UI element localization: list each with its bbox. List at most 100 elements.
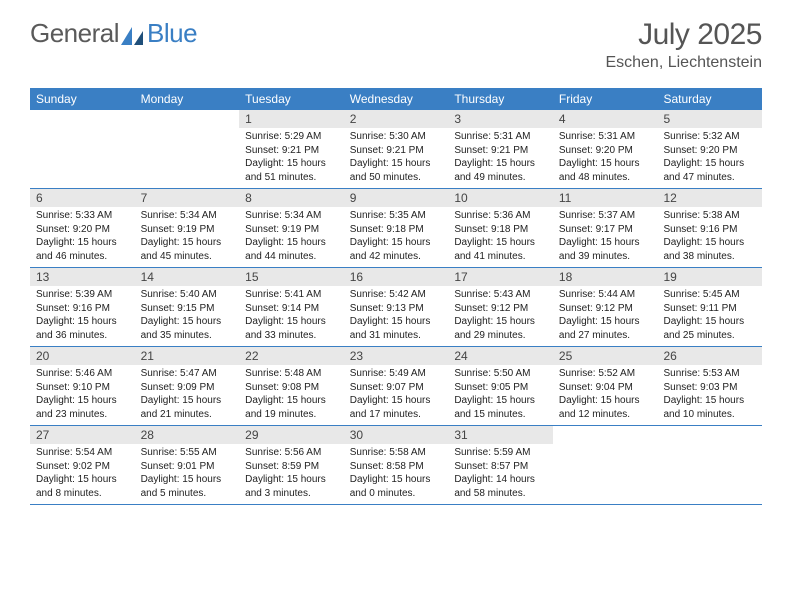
sunset-text: Sunset: 9:03 PM bbox=[663, 381, 756, 395]
calendar-cell: 12Sunrise: 5:38 AMSunset: 9:16 PMDayligh… bbox=[657, 189, 762, 267]
day-number: 18 bbox=[553, 268, 658, 286]
day-content: Sunrise: 5:55 AMSunset: 9:01 PMDaylight:… bbox=[135, 444, 240, 504]
calendar-cell: 20Sunrise: 5:46 AMSunset: 9:10 PMDayligh… bbox=[30, 347, 135, 425]
sunset-text: Sunset: 9:19 PM bbox=[141, 223, 234, 237]
daylight-text: Daylight: 15 hours and 25 minutes. bbox=[663, 315, 756, 342]
sunset-text: Sunset: 8:59 PM bbox=[245, 460, 338, 474]
sunrise-text: Sunrise: 5:37 AM bbox=[559, 209, 652, 223]
day-content: Sunrise: 5:54 AMSunset: 9:02 PMDaylight:… bbox=[30, 444, 135, 504]
sunset-text: Sunset: 9:08 PM bbox=[245, 381, 338, 395]
calendar-cell: 15Sunrise: 5:41 AMSunset: 9:14 PMDayligh… bbox=[239, 268, 344, 346]
sunset-text: Sunset: 9:10 PM bbox=[36, 381, 129, 395]
calendar: SundayMondayTuesdayWednesdayThursdayFrid… bbox=[30, 88, 762, 505]
daylight-text: Daylight: 15 hours and 39 minutes. bbox=[559, 236, 652, 263]
day-content: Sunrise: 5:38 AMSunset: 9:16 PMDaylight:… bbox=[657, 207, 762, 267]
day-content: Sunrise: 5:35 AMSunset: 9:18 PMDaylight:… bbox=[344, 207, 449, 267]
daylight-text: Daylight: 15 hours and 51 minutes. bbox=[245, 157, 338, 184]
daylight-text: Daylight: 15 hours and 5 minutes. bbox=[141, 473, 234, 500]
day-content: Sunrise: 5:47 AMSunset: 9:09 PMDaylight:… bbox=[135, 365, 240, 425]
day-number: 21 bbox=[135, 347, 240, 365]
calendar-cell bbox=[657, 426, 762, 504]
day-number: 22 bbox=[239, 347, 344, 365]
sunrise-text: Sunrise: 5:52 AM bbox=[559, 367, 652, 381]
calendar-cell: 1Sunrise: 5:29 AMSunset: 9:21 PMDaylight… bbox=[239, 110, 344, 188]
daylight-text: Daylight: 15 hours and 50 minutes. bbox=[350, 157, 443, 184]
logo-text-1: General bbox=[30, 18, 119, 49]
calendar-cell: 23Sunrise: 5:49 AMSunset: 9:07 PMDayligh… bbox=[344, 347, 449, 425]
day-number: 20 bbox=[30, 347, 135, 365]
sunset-text: Sunset: 9:09 PM bbox=[141, 381, 234, 395]
daylight-text: Daylight: 15 hours and 29 minutes. bbox=[454, 315, 547, 342]
sunset-text: Sunset: 8:57 PM bbox=[454, 460, 547, 474]
day-number: 4 bbox=[553, 110, 658, 128]
day-content: Sunrise: 5:52 AMSunset: 9:04 PMDaylight:… bbox=[553, 365, 658, 425]
weekday-header: Tuesday bbox=[239, 88, 344, 110]
calendar-cell: 18Sunrise: 5:44 AMSunset: 9:12 PMDayligh… bbox=[553, 268, 658, 346]
daylight-text: Daylight: 15 hours and 42 minutes. bbox=[350, 236, 443, 263]
day-content: Sunrise: 5:41 AMSunset: 9:14 PMDaylight:… bbox=[239, 286, 344, 346]
calendar-row: 13Sunrise: 5:39 AMSunset: 9:16 PMDayligh… bbox=[30, 268, 762, 347]
day-content: Sunrise: 5:42 AMSunset: 9:13 PMDaylight:… bbox=[344, 286, 449, 346]
sunrise-text: Sunrise: 5:35 AM bbox=[350, 209, 443, 223]
sunset-text: Sunset: 9:16 PM bbox=[663, 223, 756, 237]
calendar-cell: 10Sunrise: 5:36 AMSunset: 9:18 PMDayligh… bbox=[448, 189, 553, 267]
daylight-text: Daylight: 15 hours and 19 minutes. bbox=[245, 394, 338, 421]
day-number: 9 bbox=[344, 189, 449, 207]
sunrise-text: Sunrise: 5:53 AM bbox=[663, 367, 756, 381]
daylight-text: Daylight: 15 hours and 3 minutes. bbox=[245, 473, 338, 500]
sunset-text: Sunset: 9:14 PM bbox=[245, 302, 338, 316]
day-number: 27 bbox=[30, 426, 135, 444]
calendar-row: 1Sunrise: 5:29 AMSunset: 9:21 PMDaylight… bbox=[30, 110, 762, 189]
weekday-header: Wednesday bbox=[344, 88, 449, 110]
title-block: July 2025 Eschen, Liechtenstein bbox=[605, 18, 762, 72]
sunset-text: Sunset: 9:11 PM bbox=[663, 302, 756, 316]
day-number: 7 bbox=[135, 189, 240, 207]
sunset-text: Sunset: 9:20 PM bbox=[663, 144, 756, 158]
calendar-cell: 13Sunrise: 5:39 AMSunset: 9:16 PMDayligh… bbox=[30, 268, 135, 346]
day-number: 19 bbox=[657, 268, 762, 286]
sunrise-text: Sunrise: 5:58 AM bbox=[350, 446, 443, 460]
day-content: Sunrise: 5:45 AMSunset: 9:11 PMDaylight:… bbox=[657, 286, 762, 346]
sunrise-text: Sunrise: 5:56 AM bbox=[245, 446, 338, 460]
day-content: Sunrise: 5:50 AMSunset: 9:05 PMDaylight:… bbox=[448, 365, 553, 425]
sunset-text: Sunset: 9:20 PM bbox=[559, 144, 652, 158]
daylight-text: Daylight: 15 hours and 17 minutes. bbox=[350, 394, 443, 421]
daylight-text: Daylight: 15 hours and 36 minutes. bbox=[36, 315, 129, 342]
daylight-text: Daylight: 15 hours and 12 minutes. bbox=[559, 394, 652, 421]
daylight-text: Daylight: 15 hours and 49 minutes. bbox=[454, 157, 547, 184]
sunset-text: Sunset: 9:16 PM bbox=[36, 302, 129, 316]
weekday-header: Thursday bbox=[448, 88, 553, 110]
day-content: Sunrise: 5:46 AMSunset: 9:10 PMDaylight:… bbox=[30, 365, 135, 425]
calendar-cell: 30Sunrise: 5:58 AMSunset: 8:58 PMDayligh… bbox=[344, 426, 449, 504]
daylight-text: Daylight: 15 hours and 35 minutes. bbox=[141, 315, 234, 342]
day-number: 8 bbox=[239, 189, 344, 207]
sunset-text: Sunset: 9:05 PM bbox=[454, 381, 547, 395]
day-content: Sunrise: 5:36 AMSunset: 9:18 PMDaylight:… bbox=[448, 207, 553, 267]
sunset-text: Sunset: 9:21 PM bbox=[245, 144, 338, 158]
day-content: Sunrise: 5:31 AMSunset: 9:21 PMDaylight:… bbox=[448, 128, 553, 188]
calendar-cell: 14Sunrise: 5:40 AMSunset: 9:15 PMDayligh… bbox=[135, 268, 240, 346]
weekday-header: Monday bbox=[135, 88, 240, 110]
day-number: 13 bbox=[30, 268, 135, 286]
day-number: 26 bbox=[657, 347, 762, 365]
sunset-text: Sunset: 9:13 PM bbox=[350, 302, 443, 316]
sunset-text: Sunset: 9:01 PM bbox=[141, 460, 234, 474]
calendar-cell: 16Sunrise: 5:42 AMSunset: 9:13 PMDayligh… bbox=[344, 268, 449, 346]
sunrise-text: Sunrise: 5:55 AM bbox=[141, 446, 234, 460]
day-content: Sunrise: 5:44 AMSunset: 9:12 PMDaylight:… bbox=[553, 286, 658, 346]
daylight-text: Daylight: 15 hours and 45 minutes. bbox=[141, 236, 234, 263]
sunrise-text: Sunrise: 5:47 AM bbox=[141, 367, 234, 381]
calendar-row: 27Sunrise: 5:54 AMSunset: 9:02 PMDayligh… bbox=[30, 426, 762, 505]
sunset-text: Sunset: 9:12 PM bbox=[454, 302, 547, 316]
sunset-text: Sunset: 9:07 PM bbox=[350, 381, 443, 395]
calendar-cell: 22Sunrise: 5:48 AMSunset: 9:08 PMDayligh… bbox=[239, 347, 344, 425]
calendar-cell: 7Sunrise: 5:34 AMSunset: 9:19 PMDaylight… bbox=[135, 189, 240, 267]
day-content: Sunrise: 5:40 AMSunset: 9:15 PMDaylight:… bbox=[135, 286, 240, 346]
sunrise-text: Sunrise: 5:46 AM bbox=[36, 367, 129, 381]
daylight-text: Daylight: 15 hours and 8 minutes. bbox=[36, 473, 129, 500]
daylight-text: Daylight: 14 hours and 58 minutes. bbox=[454, 473, 547, 500]
sunset-text: Sunset: 9:18 PM bbox=[454, 223, 547, 237]
calendar-cell: 25Sunrise: 5:52 AMSunset: 9:04 PMDayligh… bbox=[553, 347, 658, 425]
day-number: 3 bbox=[448, 110, 553, 128]
day-number: 2 bbox=[344, 110, 449, 128]
